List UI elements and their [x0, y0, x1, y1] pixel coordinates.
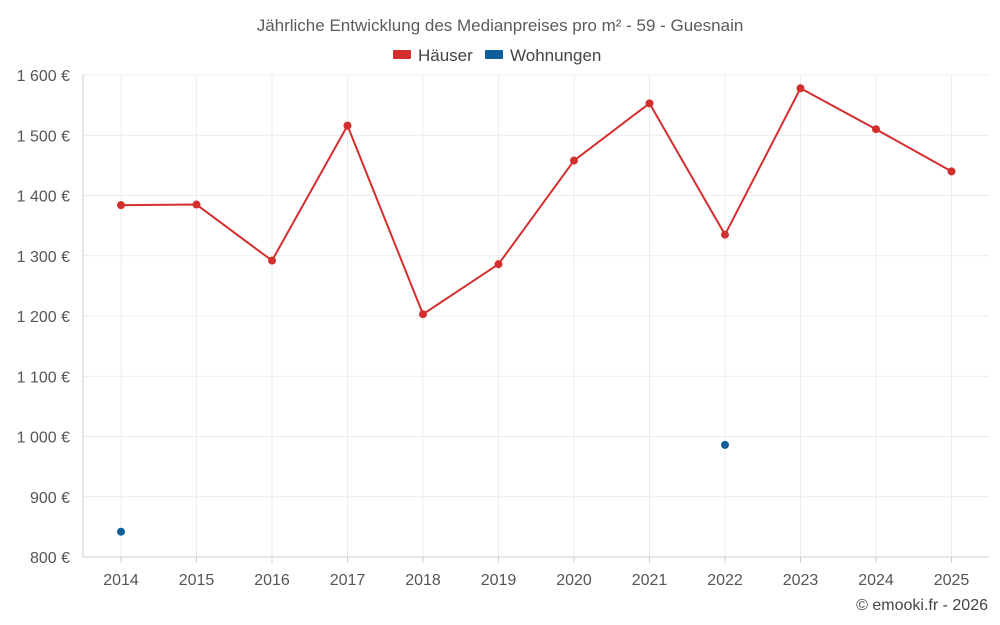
x-tick-label: 2014: [103, 572, 139, 589]
legend-label-houses: Häuser: [418, 46, 473, 65]
data-point-houses[interactable]: [192, 200, 201, 209]
data-point-houses[interactable]: [645, 99, 654, 108]
data-point-houses[interactable]: [419, 310, 427, 319]
x-tick-label: 2019: [481, 572, 517, 589]
data-point-houses[interactable]: [872, 125, 880, 134]
x-tick-label: 2018: [405, 572, 441, 589]
axes: [82, 75, 989, 563]
data-point-apartments[interactable]: [117, 527, 125, 536]
y-axis-ticks: 1 600 € 1 500 € 1 400 € 1 300 € 1 200 € 1 100…: [17, 68, 70, 567]
data-point-houses[interactable]: [570, 156, 578, 165]
series-line-houses: [120, 86, 952, 316]
data-point-houses[interactable]: [268, 256, 276, 265]
legend-swatch-houses: [393, 50, 411, 59]
y-tick-label: 1 100 €: [17, 369, 70, 386]
x-tick-label: 2021: [632, 572, 668, 589]
x-tick-label: 2020: [556, 572, 592, 589]
data-point-houses[interactable]: [721, 230, 729, 239]
gridlines: [83, 74, 989, 557]
legend: Häuser Wohnungen: [393, 46, 601, 65]
y-tick-label: 1 300 €: [17, 249, 70, 266]
x-tick-label: 2023: [783, 572, 819, 589]
legend-item-apartments[interactable]: Wohnungen: [485, 46, 601, 65]
x-tick-label: 2017: [330, 572, 366, 589]
data-point-houses[interactable]: [117, 201, 125, 210]
legend-label-apartments: Wohnungen: [510, 46, 601, 65]
x-tick-label: 2016: [254, 572, 290, 589]
x-tick-label: 2015: [179, 572, 215, 589]
x-tick-label: 2024: [858, 572, 894, 589]
y-tick-label: 800 €: [30, 550, 70, 567]
legend-item-houses[interactable]: Häuser: [393, 46, 473, 65]
y-tick-label: 1 500 €: [17, 128, 70, 145]
series: [117, 84, 956, 536]
chart-title: Jährliche Entwicklung des Medianpreises …: [257, 16, 744, 35]
y-tick-label: 900 €: [30, 490, 70, 507]
credit-label: © emooki.fr - 2026: [856, 597, 988, 614]
x-tick-label: 2025: [934, 572, 970, 589]
data-point-houses[interactable]: [796, 84, 805, 93]
y-tick-label: 1 600 €: [17, 68, 70, 85]
y-tick-label: 1 200 €: [17, 309, 70, 326]
data-point-houses[interactable]: [947, 167, 956, 176]
data-point-houses[interactable]: [494, 260, 503, 269]
y-tick-label: 1 000 €: [17, 430, 70, 447]
data-point-houses[interactable]: [343, 121, 352, 130]
legend-swatch-apartments: [485, 50, 503, 59]
x-tick-label: 2022: [707, 572, 743, 589]
x-axis-ticks: 2014 2015 2016 2017 2018 2019 2020 2021 2022 2023…: [103, 572, 969, 589]
y-tick-label: 1 400 €: [17, 189, 70, 206]
data-point-apartments[interactable]: [721, 440, 729, 449]
